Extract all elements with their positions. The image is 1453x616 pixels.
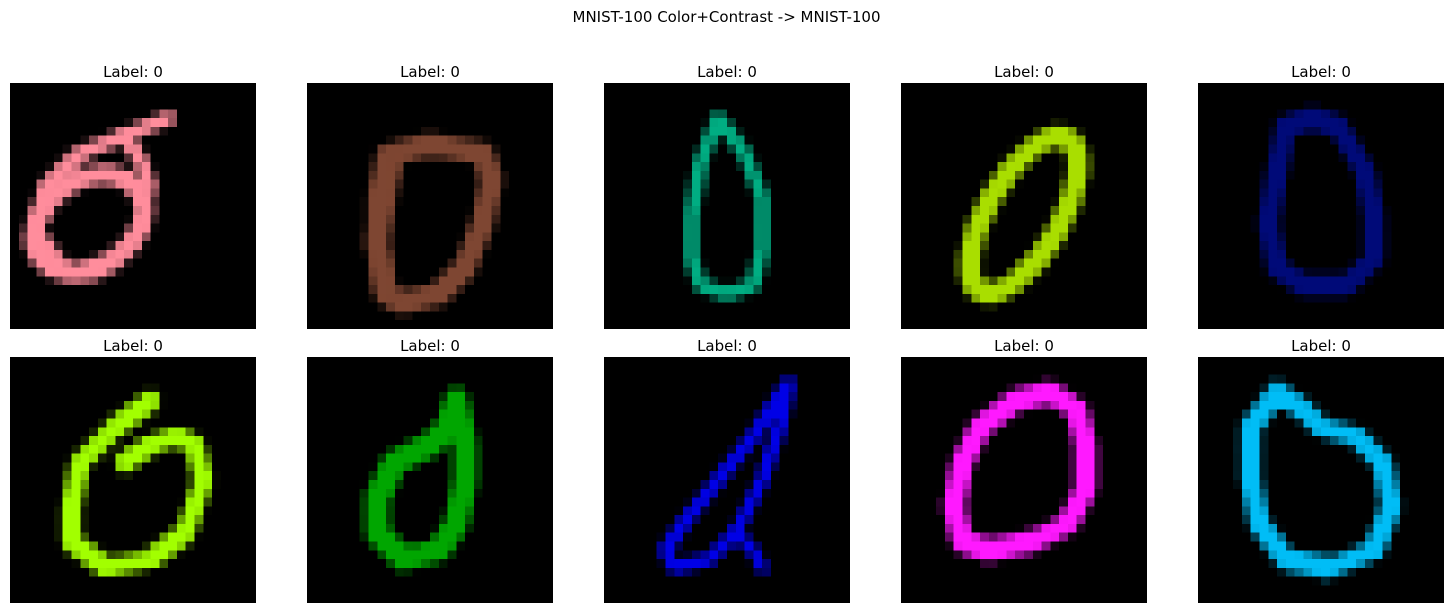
- digit-image: [1198, 83, 1444, 329]
- digit-panel: Label: 0: [604, 335, 850, 603]
- digit-panel: Label: 0: [307, 335, 553, 603]
- panel-label: Label: 0: [1291, 337, 1351, 355]
- digit-panel: Label: 0: [901, 61, 1147, 329]
- digit-panel: Label: 0: [307, 61, 553, 329]
- digit-panel: Label: 0: [1198, 61, 1444, 329]
- panel-label: Label: 0: [103, 337, 163, 355]
- digit-image: [307, 83, 553, 329]
- digit-panel: Label: 0: [1198, 335, 1444, 603]
- panel-label: Label: 0: [1291, 63, 1351, 81]
- digit-image: [901, 83, 1147, 329]
- digit-image: [604, 357, 850, 603]
- panel-label: Label: 0: [697, 63, 757, 81]
- digit-image: [10, 83, 256, 329]
- digit-panel: Label: 0: [10, 335, 256, 603]
- panel-label: Label: 0: [103, 63, 163, 81]
- panel-label: Label: 0: [400, 63, 460, 81]
- panel-label: Label: 0: [697, 337, 757, 355]
- digit-panel: Label: 0: [10, 61, 256, 329]
- digit-image: [901, 357, 1147, 603]
- digit-panel: Label: 0: [901, 335, 1147, 603]
- digit-image: [1198, 357, 1444, 603]
- figure-title: MNIST-100 Color+Contrast -> MNIST-100: [572, 8, 881, 26]
- digit-image: [604, 83, 850, 329]
- digit-panel: Label: 0: [604, 61, 850, 329]
- panel-label: Label: 0: [994, 337, 1054, 355]
- panel-label: Label: 0: [400, 337, 460, 355]
- panel-label: Label: 0: [994, 63, 1054, 81]
- digit-image: [10, 357, 256, 603]
- digit-image: [307, 357, 553, 603]
